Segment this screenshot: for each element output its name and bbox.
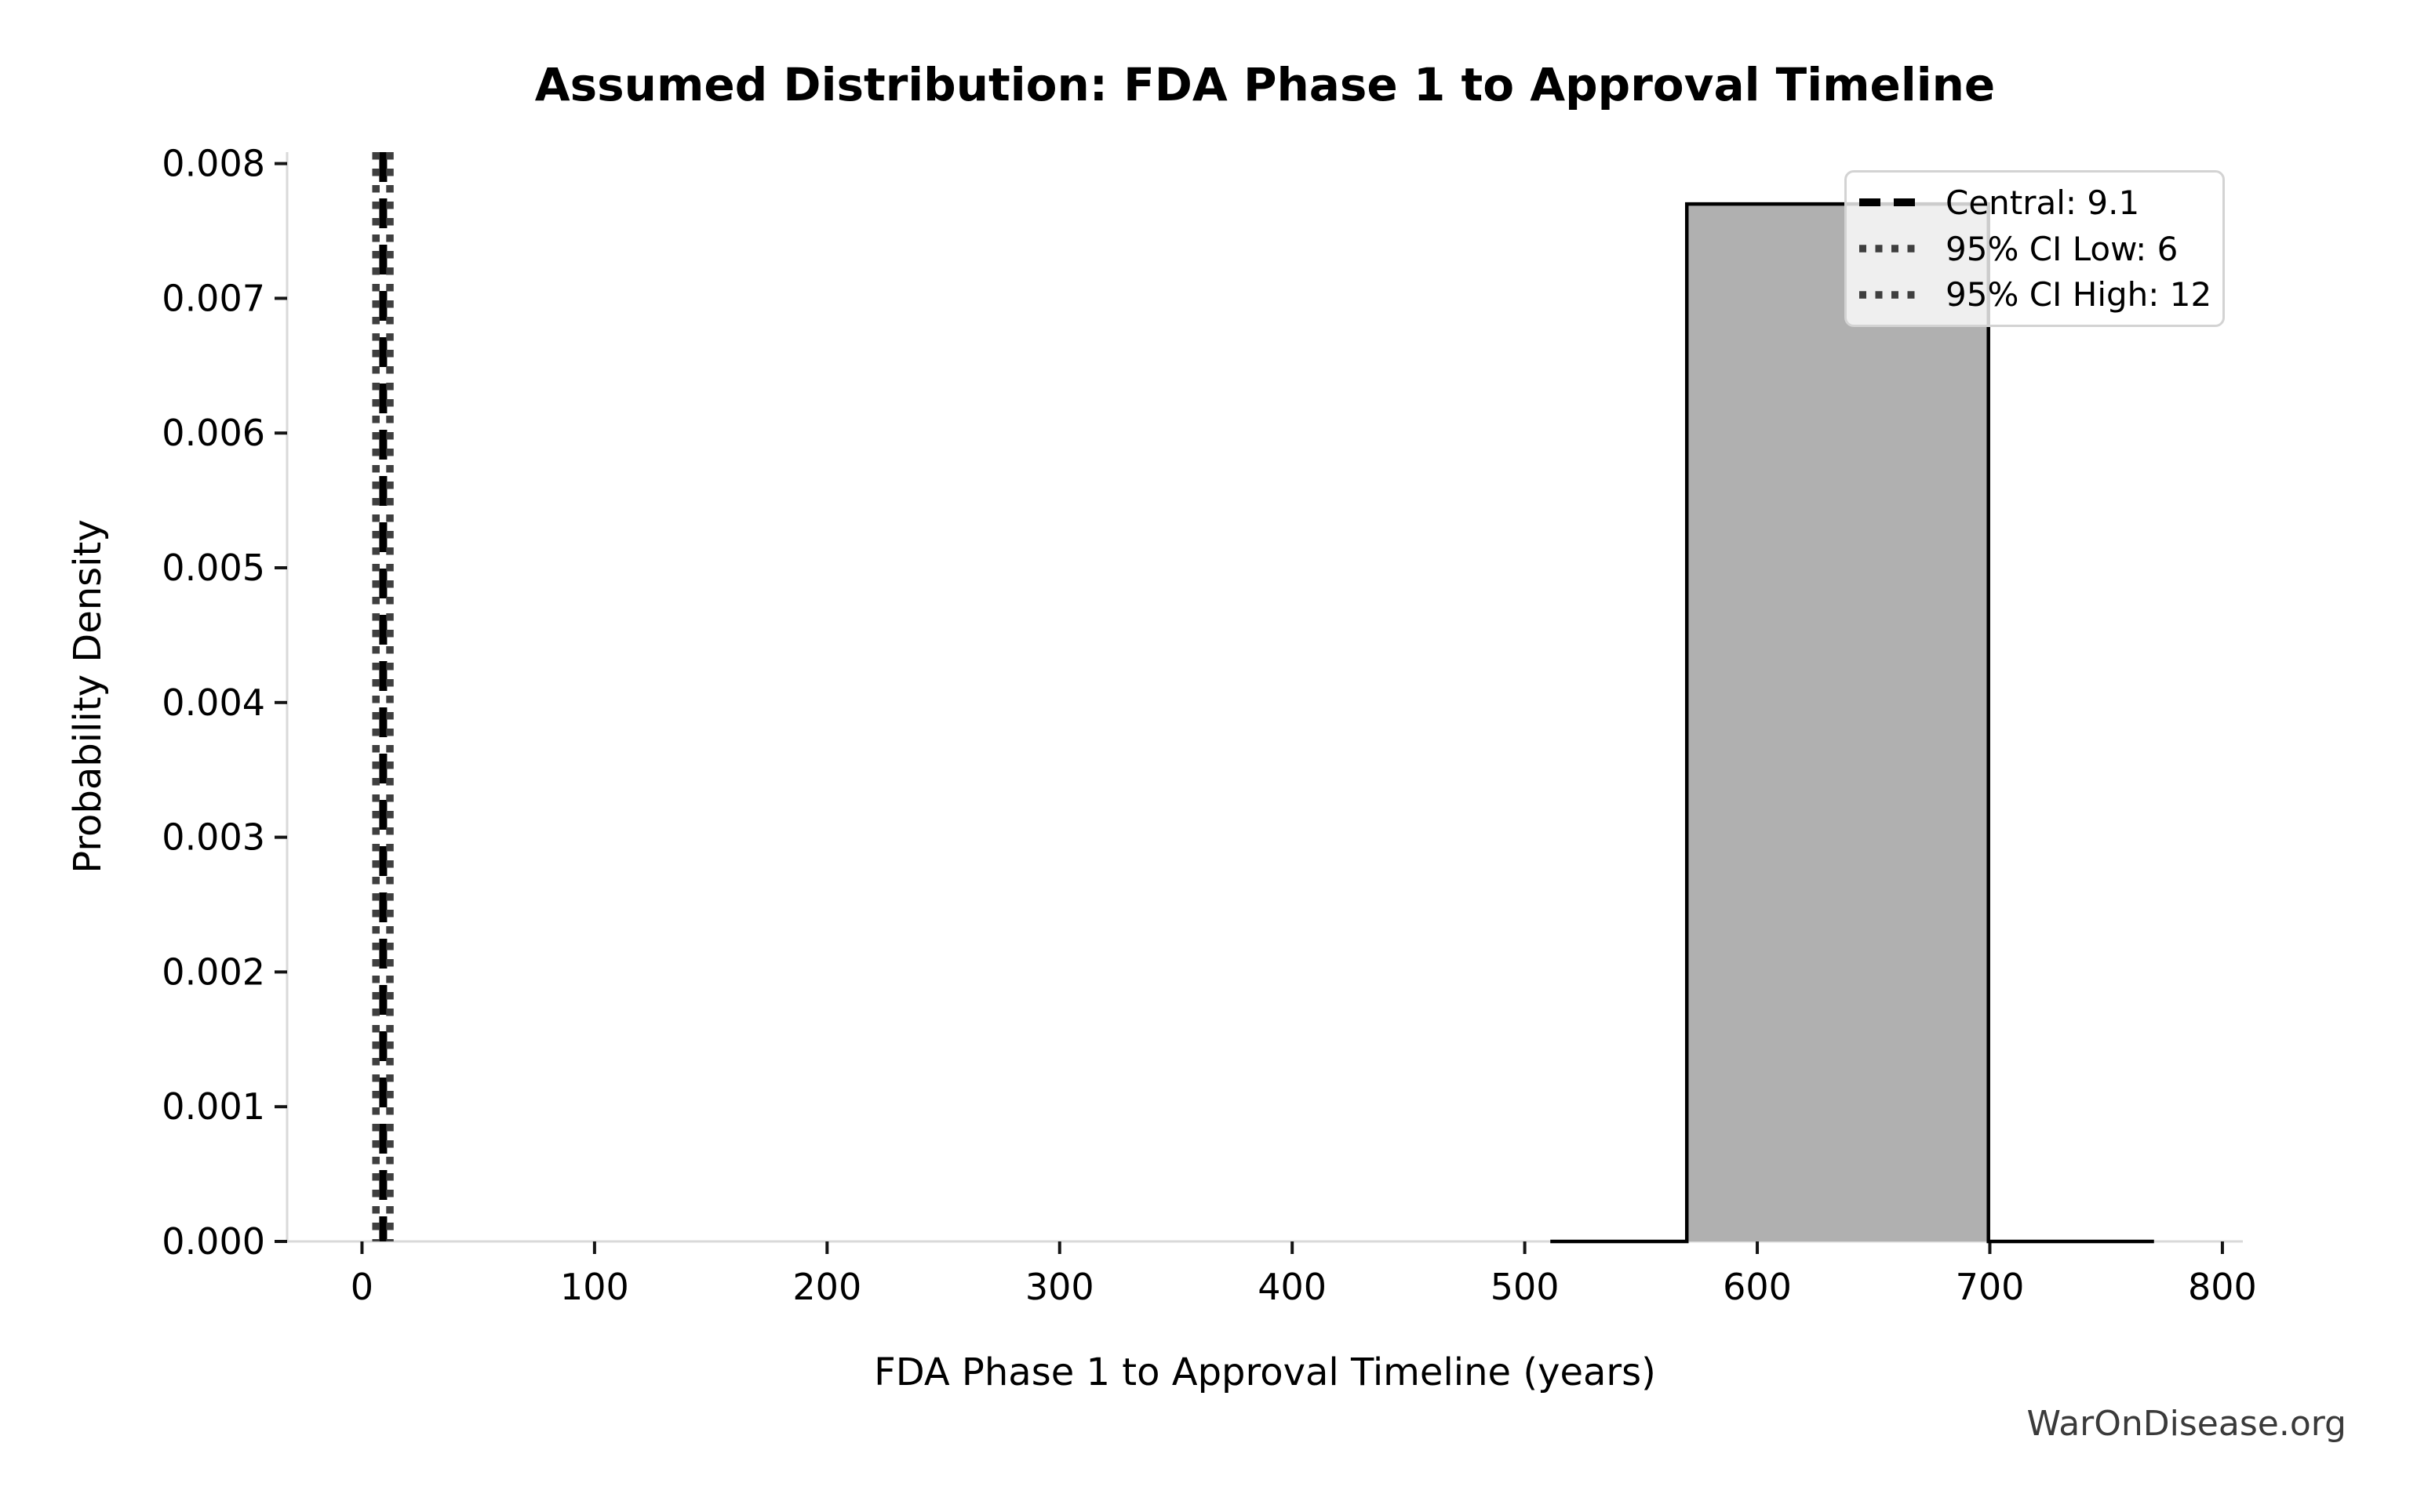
y-tick-label: 0.006 xyxy=(162,412,265,454)
x-tick-label: 600 xyxy=(1723,1266,1792,1308)
ci-high-dotted-line-sample-icon xyxy=(1859,291,1924,299)
x-tick-label: 400 xyxy=(1258,1266,1327,1308)
histogram-outline xyxy=(1550,202,2154,1244)
x-tick-label: 700 xyxy=(1956,1266,2025,1308)
x-axis-label: FDA Phase 1 to Approval Timeline (years) xyxy=(874,1350,1656,1394)
y-tick-label: 0.007 xyxy=(162,277,265,319)
central-dashed-line-sample-icon xyxy=(1859,198,1924,207)
y-tick-label: 0.005 xyxy=(162,547,265,589)
chart-title: Assumed Distribution: FDA Phase 1 to App… xyxy=(534,58,1996,111)
y-tick-label: 0.001 xyxy=(162,1085,265,1128)
y-tick-label: 0.002 xyxy=(162,950,265,993)
x-tick-label: 300 xyxy=(1025,1266,1094,1308)
legend-entry-ci-low: 95% CI Low: 6 xyxy=(1859,230,2215,268)
legend-entry-central: Central: 9.1 xyxy=(1859,184,2215,222)
y-tick-label: 0.008 xyxy=(162,143,265,185)
legend-entry-label: 95% CI Low: 6 xyxy=(1946,229,2179,268)
y-tick-label: 0.000 xyxy=(162,1220,265,1263)
legend-entry-ci-high: 95% CI High: 12 xyxy=(1859,275,2215,314)
x-tick-label: 100 xyxy=(560,1266,629,1308)
x-tick-label: 0 xyxy=(351,1266,373,1308)
histogram-bar xyxy=(1687,204,1989,1242)
legend-entry-label: 95% CI High: 12 xyxy=(1946,275,2212,314)
x-tick-label: 800 xyxy=(2188,1266,2257,1308)
y-tick-label: 0.004 xyxy=(162,681,265,724)
y-tick-label: 0.003 xyxy=(162,816,265,859)
legend: Central: 9.1 95% CI Low: 6 95% CI High: … xyxy=(1844,170,2225,327)
legend-entry-label: Central: 9.1 xyxy=(1946,183,2140,222)
x-tick-label: 500 xyxy=(1491,1266,1560,1308)
x-tick-label: 200 xyxy=(792,1266,861,1308)
ci-low-dotted-line-sample-icon xyxy=(1859,245,1924,253)
watermark: WarOnDisease.org xyxy=(2026,1404,2346,1444)
